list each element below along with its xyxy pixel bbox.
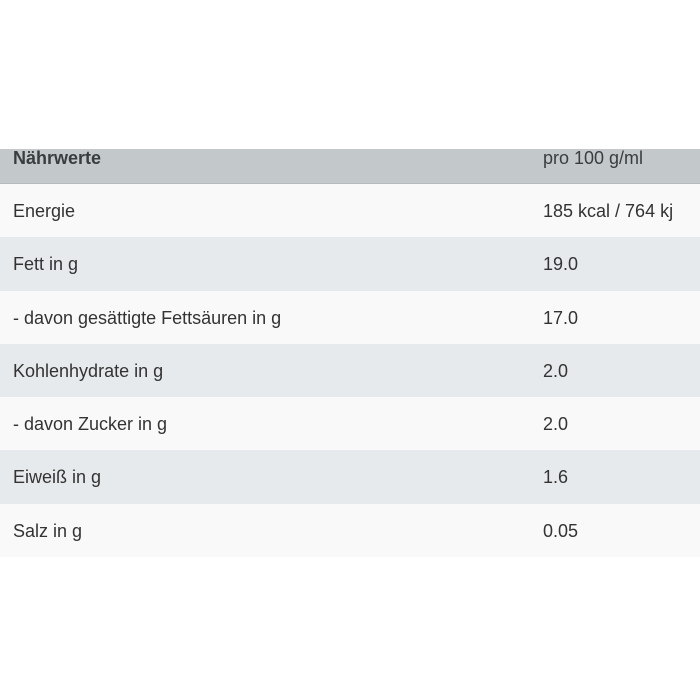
nutrient-name: Kohlenhydrate in g (13, 360, 164, 381)
nutrient-value: 19.0 (543, 254, 579, 275)
nutrient-name: Energie (13, 201, 76, 221)
table-row: Eiweiß in g 1.6 (0, 450, 700, 504)
table-row: - davon gesättigte Fettsäuren in g 17.0 (0, 290, 700, 344)
nutrient-value: 2.0 (543, 414, 569, 435)
nutrient-name: - davon gesättigte Fettsäuren in g (13, 307, 282, 328)
table-row: Fett in g 19.0 (0, 237, 700, 291)
table-row: Energie 185 kcal / 764 kj (0, 184, 700, 238)
nutrient-name: Salz in g (13, 520, 83, 541)
nutrient-value: 0.05 (543, 520, 579, 541)
table-row: Kohlenhydrate in g 2.0 (0, 343, 700, 398)
table-row: - davon Zucker in g 2.0 (0, 397, 700, 451)
nutrient-value: 17.0 (543, 307, 579, 328)
header-nutrient: Nährwerte (13, 148, 102, 168)
nutrient-value: 185 kcal / 764 kj (543, 201, 674, 221)
nutrition-table: Nährwerte pro 100 g/ml Energie 185 kcal /… (0, 148, 700, 558)
header-per-100: pro 100 g/ml (543, 148, 644, 168)
nutrient-name: Eiweiß in g (13, 467, 102, 488)
nutrient-value: 2.0 (543, 360, 569, 381)
table-row: Salz in g 0.05 (0, 503, 700, 558)
nutrient-name: Fett in g (13, 254, 79, 275)
table-header: Nährwerte pro 100 g/ml (0, 148, 700, 184)
nutrient-value: 1.6 (543, 467, 569, 488)
nutrient-name: - davon Zucker in g (13, 414, 168, 435)
